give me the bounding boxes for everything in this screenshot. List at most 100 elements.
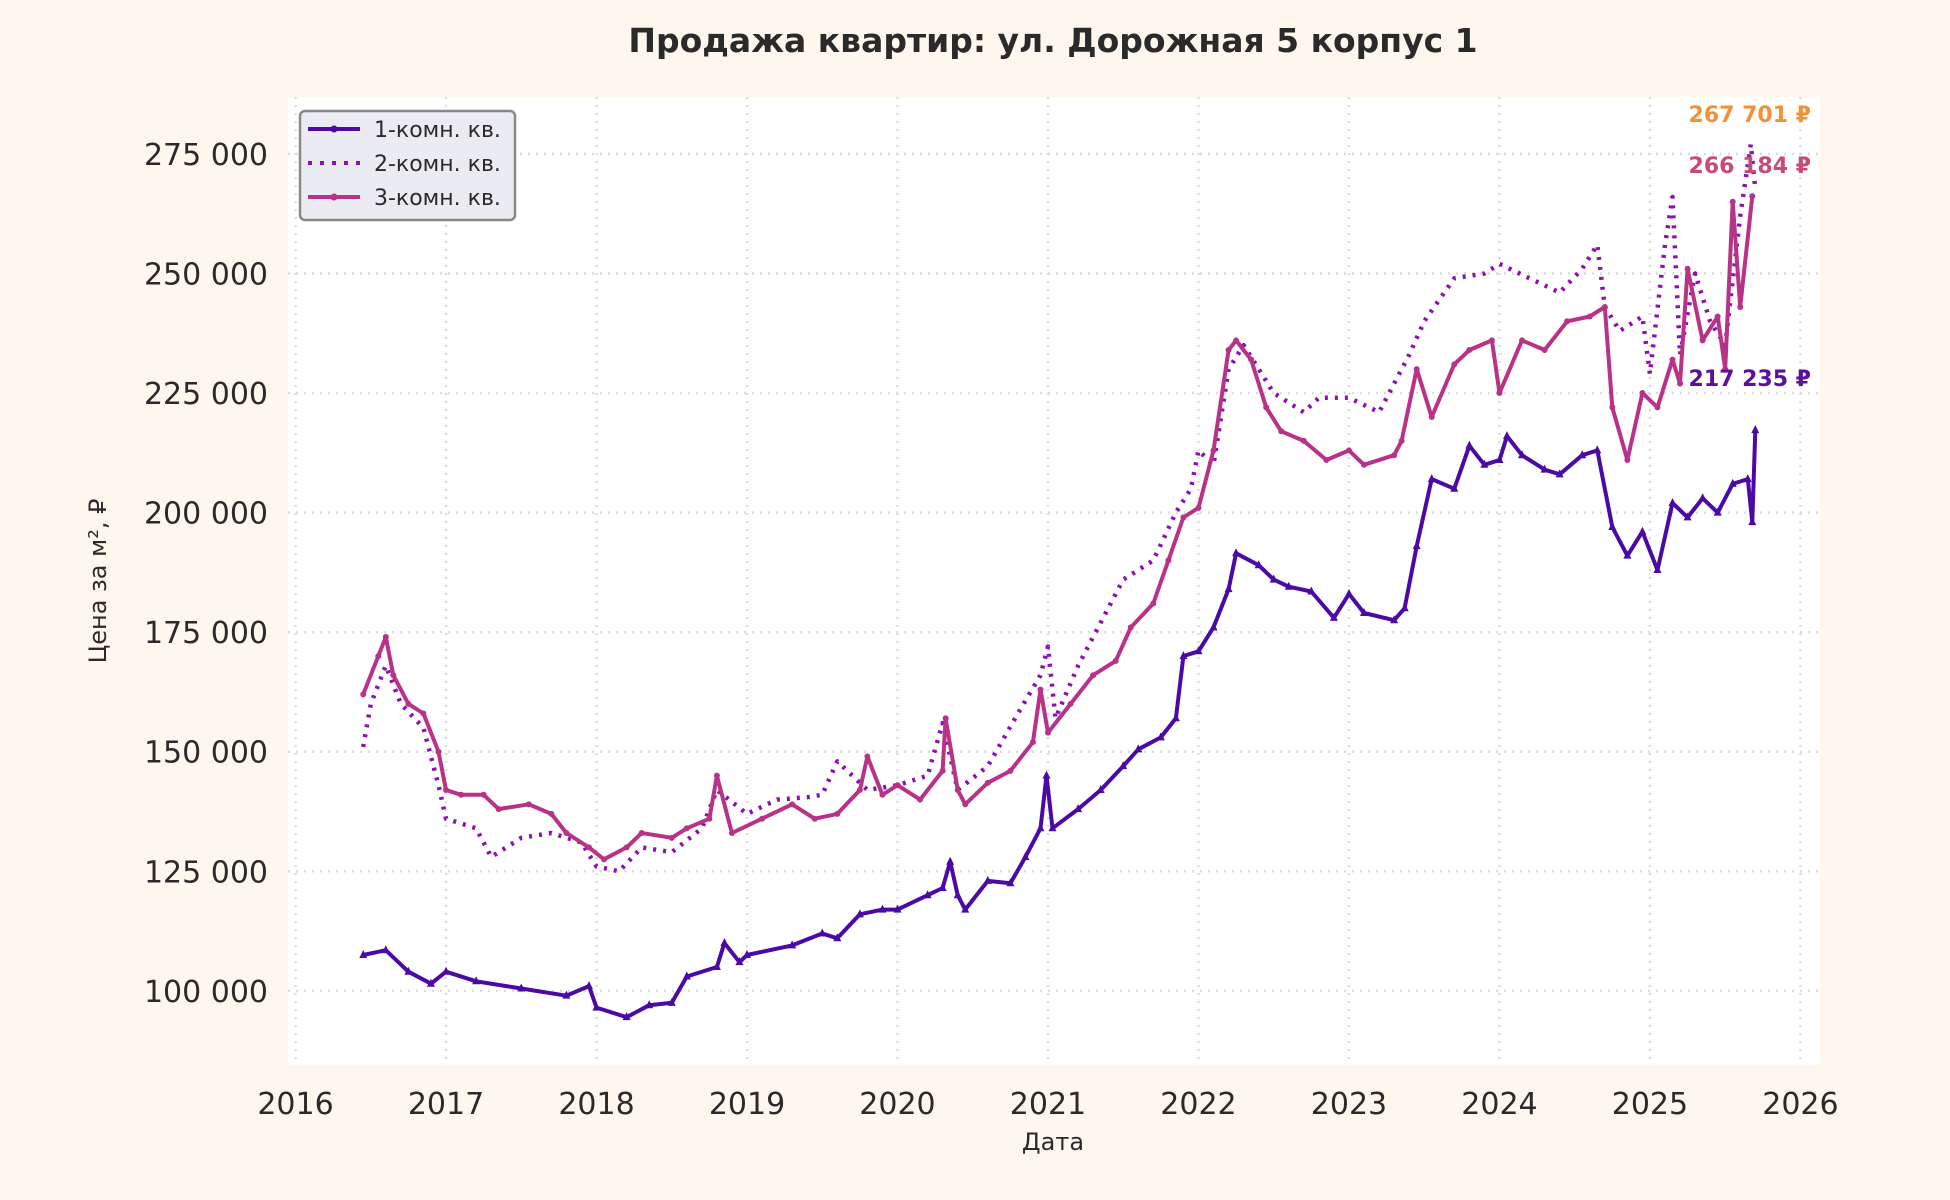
data-point [1480, 459, 1489, 468]
data-point [811, 815, 818, 822]
x-tick-label: 2020 [859, 1087, 935, 1122]
data-point [1677, 380, 1684, 387]
data-point [360, 691, 367, 698]
data-point [1465, 440, 1474, 449]
data-point [1210, 447, 1217, 454]
data-point [1067, 700, 1074, 707]
data-point [879, 791, 886, 798]
data-point [712, 961, 721, 970]
data-point [584, 981, 593, 990]
data-point [954, 787, 961, 793]
data-point [585, 844, 592, 851]
data-point [426, 978, 435, 987]
data-point [601, 856, 608, 863]
data-point [893, 904, 902, 913]
data-point [1150, 600, 1157, 607]
data-point [1412, 541, 1421, 550]
data-point [682, 971, 691, 980]
data-point [1451, 361, 1458, 368]
x-tick-label: 2023 [1311, 1087, 1387, 1122]
data-point [1391, 452, 1398, 459]
data-point [1737, 303, 1744, 310]
data-point [1728, 478, 1737, 487]
data-point [1608, 521, 1617, 530]
data-point [1036, 823, 1045, 832]
data-point [1344, 588, 1353, 597]
data-point [728, 830, 735, 837]
data-point [458, 791, 465, 798]
data-point [855, 909, 864, 918]
data-point [939, 767, 946, 774]
data-point [1466, 347, 1473, 353]
data-point [1307, 586, 1316, 595]
data-point [1653, 565, 1662, 573]
data-point [1684, 265, 1691, 272]
y-tick-label: 275 000 [144, 138, 268, 173]
data-point [1021, 851, 1030, 860]
data-point [1639, 390, 1646, 397]
data-point [1578, 450, 1587, 459]
data-point [1007, 767, 1014, 774]
data-point [1225, 347, 1232, 353]
data-point [1254, 560, 1263, 569]
data-point [1300, 437, 1307, 444]
data-point [1165, 557, 1172, 564]
data-point [742, 950, 751, 958]
data-point [667, 997, 676, 1006]
legend-label: 2-комн. кв. [374, 152, 501, 177]
data-point [1112, 657, 1119, 664]
data-point [1037, 686, 1044, 693]
legend: 1-комн. кв. 2-комн. кв. 3-комн. кв. [298, 109, 517, 222]
data-point [1127, 624, 1134, 631]
chart-title: Продажа квартир: ул. Дорожная 5 корпус 1 [628, 21, 1477, 60]
data-point [1413, 366, 1420, 373]
data-point [1134, 744, 1143, 753]
y-tick-label: 175 000 [144, 616, 268, 651]
data-point [1748, 517, 1757, 526]
y-axis-label: Цена за м², ₽ [84, 499, 112, 664]
data-point [1668, 498, 1677, 507]
data-point [1006, 878, 1015, 887]
data-point [548, 810, 555, 817]
data-point [1586, 313, 1593, 320]
data-point [668, 834, 675, 841]
data-point [638, 830, 645, 837]
data-point [442, 966, 451, 975]
data-point [1284, 581, 1293, 590]
data-point [1345, 447, 1352, 454]
data-point [961, 904, 970, 913]
data-point [1194, 646, 1203, 655]
data-point [1450, 483, 1459, 492]
data-point [495, 806, 502, 813]
value-annotation: 267 701 ₽ [1689, 103, 1811, 128]
x-tick-label: 2026 [1762, 1087, 1838, 1122]
y-tick-label: 225 000 [144, 377, 268, 412]
data-point [1179, 651, 1188, 660]
data-point [1329, 612, 1338, 621]
data-point [894, 782, 901, 789]
legend-marker [330, 125, 338, 133]
data-point [405, 700, 412, 707]
data-point [720, 938, 729, 947]
x-tick-label: 2024 [1461, 1087, 1537, 1122]
data-point [375, 653, 382, 660]
data-point [1048, 823, 1057, 832]
data-point [623, 844, 630, 851]
data-point [592, 1002, 601, 1011]
data-point [1669, 356, 1676, 363]
data-point [1263, 404, 1270, 411]
data-point [1232, 548, 1241, 557]
data-point [864, 753, 871, 760]
data-point [1044, 729, 1051, 736]
data-point [856, 787, 863, 793]
data-point [563, 830, 570, 837]
data-point [1180, 514, 1187, 521]
x-tick-label: 2025 [1612, 1087, 1688, 1122]
data-point [382, 633, 389, 640]
data-point [946, 856, 955, 865]
data-point [1488, 337, 1495, 344]
data-point [789, 801, 796, 808]
data-point [1495, 455, 1504, 463]
data-point [1427, 474, 1436, 483]
data-point [983, 875, 992, 884]
